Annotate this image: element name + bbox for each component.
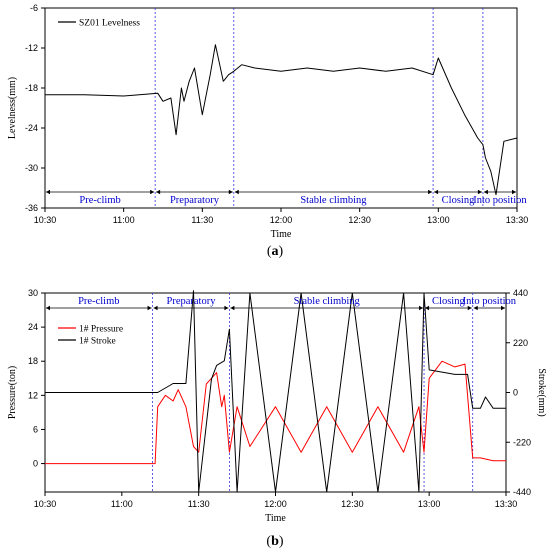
x-tick-label: 13:30	[495, 499, 518, 509]
series-line-1	[45, 360, 506, 465]
phase-arrow-left	[483, 189, 488, 195]
x-tick-label: 12:30	[348, 215, 371, 225]
y-tick-label: 0	[33, 459, 38, 469]
x-tick-label: 11:30	[191, 215, 213, 225]
caption-b: (b)	[266, 534, 284, 549]
x-tick-label: 13:30	[506, 215, 529, 225]
phase-label: Preparatory	[166, 296, 216, 307]
phase-label: Into position	[473, 195, 527, 206]
phase-arrow-left	[425, 305, 430, 311]
phase-arrow-right	[419, 305, 424, 311]
phase-arrow-left	[46, 305, 50, 311]
phase-arrow-right	[512, 189, 516, 195]
x-axis-label: Time	[265, 513, 286, 524]
legend-label: 1# Stroke	[79, 337, 116, 347]
y-axis-label: Levelness(mm)	[7, 77, 18, 139]
y2-tick-label: -440	[513, 487, 531, 497]
x-tick-label: 13:00	[427, 215, 450, 225]
y2-tick-label: 220	[513, 338, 528, 348]
x-tick-label: 10:30	[34, 215, 57, 225]
phase-arrow-right	[428, 189, 433, 195]
phase-arrow-right	[467, 305, 472, 311]
x-axis-label: Time	[271, 229, 292, 240]
chart-b: 10:30 11:00 11:30 12:00 12:30 13:00 13:30 0 6 12 1…	[7, 288, 547, 524]
phase-arrow-right	[228, 189, 233, 195]
phase-label: Stable climbing	[300, 195, 367, 206]
x-tick-label: 11:00	[111, 499, 133, 509]
y-tick-label: -12	[25, 43, 38, 53]
phase-arrow-right	[147, 305, 152, 311]
y2-tick-label: 440	[513, 288, 528, 298]
phase-arrow-right	[224, 305, 229, 311]
phase-arrow-left	[473, 305, 478, 311]
phase-arrow-left	[230, 305, 235, 311]
phase-label: Stable climbing	[294, 296, 361, 307]
y-tick-label: -36	[25, 203, 38, 213]
phase-label: Pre-climb	[79, 195, 120, 206]
y-axis-label: Pressure(ton)	[7, 366, 18, 419]
phase-arrow-left	[46, 189, 50, 195]
y-tick-label: 30	[28, 288, 38, 298]
caption-a: (a)	[266, 244, 284, 259]
y-tick-label: -24	[25, 123, 38, 133]
y-tick-label: -30	[25, 163, 38, 173]
y-tick-label: 12	[28, 390, 38, 400]
x-tick-label: 12:30	[341, 499, 364, 509]
x-tick-label: 13:00	[418, 499, 441, 509]
y2-tick-label: -220	[513, 437, 531, 447]
y2-tick-label: 0	[513, 388, 518, 398]
legend-label: 1# Pressure	[79, 325, 123, 335]
phase-label: Pre-climb	[78, 296, 119, 307]
phase-arrow-right	[501, 305, 505, 311]
phase-arrow-right	[150, 189, 155, 195]
phase-label: Closing	[432, 296, 465, 307]
chart-a: 10:30 11:00 11:30 12:00 12:30 13:00 13:30 -6 -12…	[7, 3, 529, 240]
phase-label: Into position	[463, 296, 517, 307]
y-tick-label: 18	[28, 356, 38, 366]
phase-arrow-left	[153, 305, 158, 311]
y-tick-label: -18	[25, 83, 38, 93]
x-tick-label: 12:00	[270, 215, 293, 225]
x-tick-label: 12:00	[264, 499, 287, 509]
phase-arrow-left	[434, 189, 439, 195]
phase-label: Preparatory	[170, 195, 220, 206]
y-tick-label: 6	[33, 424, 38, 434]
plot-frame	[44, 7, 518, 209]
x-tick-label: 11:00	[113, 215, 135, 225]
series-line-2	[45, 290, 506, 493]
legend-label: SZ01 Levelness	[79, 19, 140, 29]
phase-label: Closing	[442, 195, 475, 206]
y-tick-label: -6	[30, 3, 38, 13]
series-line-1	[45, 44, 518, 196]
phase-arrow-right	[477, 189, 482, 195]
x-tick-label: 10:30	[34, 499, 57, 509]
x-tick-label: 11:30	[188, 499, 210, 509]
y-tick-label: 24	[28, 322, 38, 332]
y2-axis-label: Stroke(mm)	[536, 368, 547, 416]
phase-arrow-left	[234, 189, 239, 195]
phase-arrow-left	[156, 189, 161, 195]
